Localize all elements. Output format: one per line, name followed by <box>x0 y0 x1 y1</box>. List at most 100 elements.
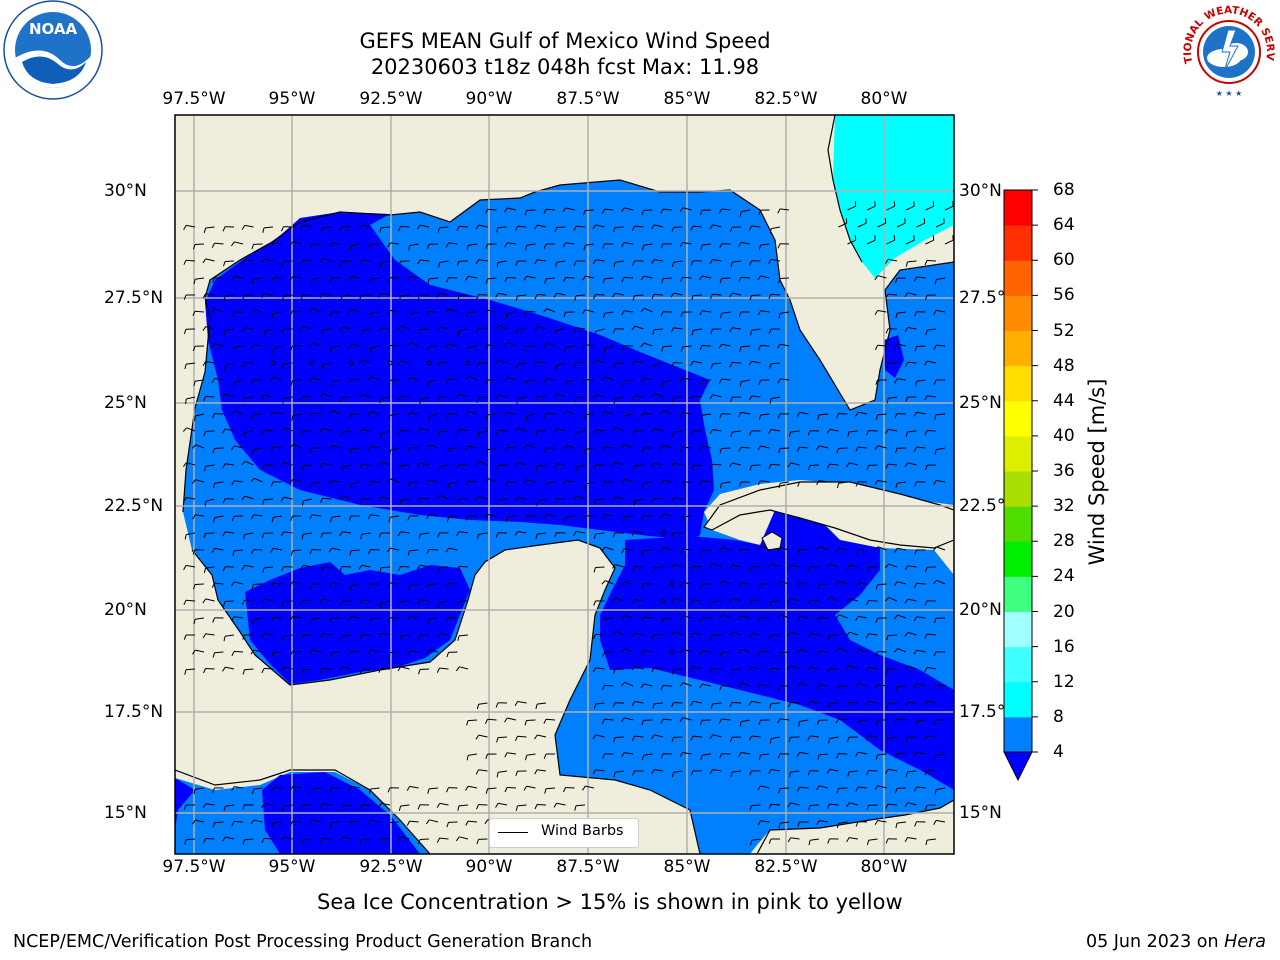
wind-barb <box>281 804 293 812</box>
wind-barb <box>855 446 868 452</box>
wind-barb <box>261 394 274 400</box>
wind-barb <box>524 515 536 521</box>
wind-barb <box>633 498 644 506</box>
wind-barb <box>339 531 352 537</box>
wind-barb <box>534 224 547 230</box>
atlantic-wind-lt4 <box>884 335 904 378</box>
wind-barb <box>749 430 761 436</box>
wind-barb <box>719 753 731 759</box>
wind-barb <box>397 836 410 842</box>
wind-barb <box>387 277 400 283</box>
wind-barb <box>251 549 263 555</box>
wind-barb <box>749 770 761 776</box>
wind-barb <box>309 819 322 825</box>
wind-barb <box>231 820 244 827</box>
gridlines <box>175 115 954 854</box>
wind-barb <box>768 258 781 264</box>
wind-barb <box>914 311 926 317</box>
wind-barb <box>378 837 391 843</box>
colorbar-tick-label: 44 <box>1053 390 1075 411</box>
wind-barb <box>475 769 488 775</box>
wind-barb <box>776 614 790 619</box>
wind-barb <box>690 225 703 231</box>
wind-barb <box>544 277 556 284</box>
wind-barb <box>710 702 722 709</box>
wind-barb <box>730 770 742 778</box>
wind-barb <box>192 819 205 825</box>
wind-barb <box>738 582 751 588</box>
wind-barb <box>631 565 644 571</box>
wind-barb <box>620 615 634 620</box>
wind-barb <box>913 751 926 757</box>
colorbar-segment <box>1004 471 1032 507</box>
wind-barb <box>425 819 439 825</box>
wind-barb <box>309 360 315 366</box>
wind-barb <box>466 719 478 726</box>
wind-barb <box>329 311 341 317</box>
wind-barb <box>427 379 439 387</box>
wind-barb <box>476 362 488 368</box>
wind-barb <box>925 838 937 846</box>
wind-barb <box>406 785 419 791</box>
wind-barb <box>241 599 254 605</box>
wind-barb <box>671 260 683 268</box>
wind-barb <box>748 599 761 605</box>
wind-barb <box>183 804 195 810</box>
wind-barb <box>543 412 556 419</box>
wind-barb <box>904 292 917 298</box>
wind-barb <box>348 275 361 281</box>
wind-barb <box>456 531 469 537</box>
wind-barb <box>484 718 497 725</box>
wind-barb <box>796 649 809 654</box>
wind-barb <box>183 224 196 230</box>
wind-barb <box>223 328 235 336</box>
wind-barb <box>280 836 293 842</box>
colorbar-segment <box>1004 646 1032 683</box>
wind-barb <box>223 600 235 607</box>
wind-barb <box>691 328 703 336</box>
wind-barb <box>817 753 829 760</box>
wind-barb <box>699 583 711 589</box>
wind-barb <box>514 701 527 707</box>
wind-barb <box>534 769 547 775</box>
wind-barb <box>339 326 352 332</box>
wind-barb <box>593 464 605 470</box>
wind-barb <box>270 787 283 793</box>
wind-barb <box>525 753 536 761</box>
wind-barb <box>250 477 263 483</box>
wind-barb <box>398 260 410 267</box>
wind-barb <box>749 260 761 266</box>
wind-barb <box>515 260 527 266</box>
wind-barb <box>475 259 488 265</box>
wind-barb <box>679 377 692 383</box>
x-bottom-tick-label: 95°W <box>268 857 316 877</box>
wind-barb <box>807 666 820 672</box>
wind-barb <box>924 395 937 401</box>
wind-barb <box>613 736 625 743</box>
y-right-tick-label: 27.5°N <box>959 288 1019 308</box>
wind-barb <box>847 201 857 211</box>
wind-barb <box>446 821 458 828</box>
wind-barb <box>758 753 770 761</box>
wind-barb <box>699 310 712 316</box>
wind-barb <box>659 546 673 552</box>
wind-barb <box>465 445 478 451</box>
wind-barb <box>730 668 742 675</box>
x-bottom-tick-label: 97.5°W <box>162 857 226 877</box>
wind-barb <box>905 736 917 742</box>
wind-barb <box>640 342 653 348</box>
wind-barb <box>710 362 722 369</box>
wind-barb <box>612 292 625 298</box>
wind-barb <box>904 361 917 368</box>
wind-barb <box>310 277 322 285</box>
wind-barb <box>495 802 508 808</box>
wind-barb <box>281 566 293 572</box>
wind-barb <box>865 633 878 639</box>
wind-barb <box>367 411 380 416</box>
wind-barb <box>932 579 946 585</box>
wind-barb <box>632 260 644 266</box>
wind-barb <box>816 617 829 623</box>
wind-barb <box>300 564 313 570</box>
wind-barb <box>309 412 322 418</box>
wind-barb <box>358 359 371 364</box>
